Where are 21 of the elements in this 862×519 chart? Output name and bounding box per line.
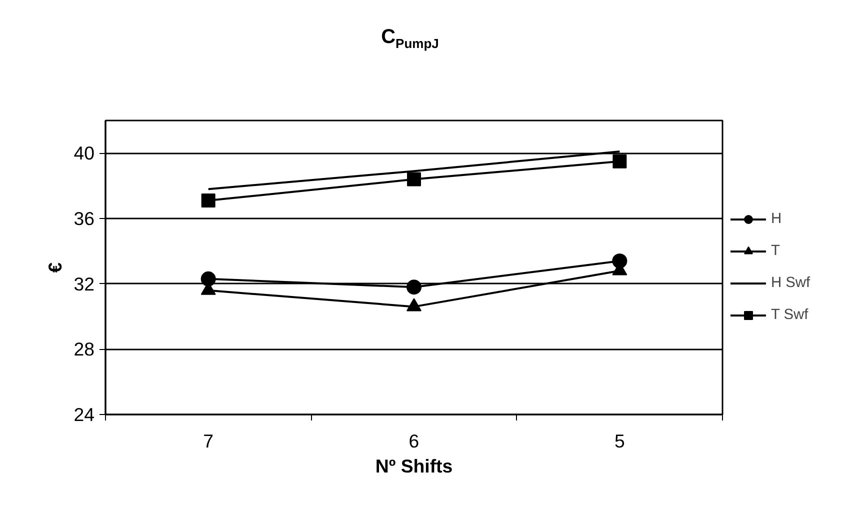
legend-label: H <box>771 211 783 227</box>
chart-title: C$_{PumpJ}$ <box>381 25 439 53</box>
y-tick-label: 24 <box>74 404 95 425</box>
legend-label: T Swf <box>771 307 810 323</box>
legend-label: T <box>771 243 781 259</box>
y-tick-label: 28 <box>74 338 95 360</box>
x-axis-title: Nº Shifts <box>375 456 453 476</box>
point <box>201 194 216 208</box>
y-axis-title: € <box>44 262 66 273</box>
y-tick-label: 40 <box>74 142 95 164</box>
y-tick-label: 36 <box>74 208 95 229</box>
y-tick-label: 32 <box>74 273 95 294</box>
point <box>200 271 216 286</box>
legend-label: H Swf <box>771 275 812 291</box>
point <box>612 154 627 168</box>
point <box>406 298 422 312</box>
point <box>407 172 421 186</box>
point <box>406 280 422 295</box>
x-tick-label: 6 <box>408 430 420 452</box>
x-tick-label: 7 <box>203 430 214 452</box>
x-tick-label: 5 <box>614 430 625 452</box>
